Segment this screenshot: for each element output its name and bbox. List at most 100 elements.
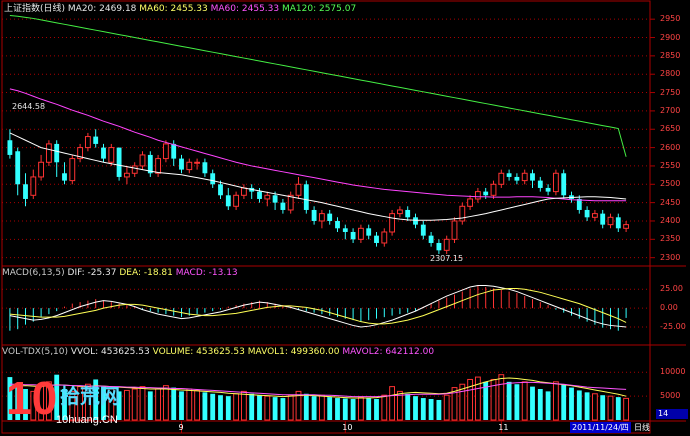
ma60-line xyxy=(9,88,627,202)
candle-body-down xyxy=(413,217,418,225)
candle-body-up xyxy=(287,194,294,211)
macd-name: MACD(6,13,5) xyxy=(2,268,65,278)
volume-bar-up xyxy=(69,390,76,421)
mavol2-line xyxy=(9,381,627,398)
macd-y-tick-label: 0.00 xyxy=(660,303,678,313)
candle-body-down xyxy=(615,217,621,229)
dif-line xyxy=(9,285,627,328)
candle-body-down xyxy=(514,176,520,181)
volume-bar-down xyxy=(420,398,426,420)
candle-body-down xyxy=(303,184,309,210)
candle-body-down xyxy=(576,198,582,210)
volume-bar-down xyxy=(600,395,606,420)
candle-body-down xyxy=(530,173,535,181)
volume-bar-up xyxy=(467,378,474,421)
main-y-tick-label: 2350 xyxy=(660,234,681,244)
volume-bar-down xyxy=(280,398,286,420)
volume-bar-down xyxy=(7,377,13,420)
candle-body-up xyxy=(459,205,466,222)
main-y-tick-label: 2400 xyxy=(660,215,681,225)
candle-body-down xyxy=(280,202,286,210)
volume-bar-down xyxy=(257,395,262,420)
candle-body-up xyxy=(490,183,497,196)
volume-bar-down xyxy=(374,399,379,420)
volume-bar-up xyxy=(123,389,130,421)
candle-body-up xyxy=(233,194,240,207)
main-y-tick-label: 2750 xyxy=(660,87,681,97)
volume-bar-up xyxy=(389,386,396,421)
volume-bar-up xyxy=(131,388,138,421)
candle-body-down xyxy=(342,228,348,232)
main-y-tick-label: 2450 xyxy=(660,197,681,207)
candle-body-up xyxy=(77,147,84,160)
volume-bar-down xyxy=(436,399,442,420)
candle-body-down xyxy=(584,209,590,218)
ma60-value: MA60: 2455.33 xyxy=(139,4,208,14)
volume-bar-up xyxy=(552,381,559,421)
candle-body-up xyxy=(396,209,403,215)
candle-body-down xyxy=(537,180,543,188)
period-label: 日线 xyxy=(634,423,650,432)
vol-y-tick-label: 10000 xyxy=(660,367,686,377)
candle-body-down xyxy=(23,184,28,199)
volume-bar-down xyxy=(225,396,231,420)
candle-body-up xyxy=(84,136,91,149)
volume-bar-up xyxy=(591,393,598,421)
candle-body-down xyxy=(483,191,489,196)
outer-frame xyxy=(1,0,651,434)
candle-body-down xyxy=(335,220,340,229)
candle-body-up xyxy=(123,172,130,178)
candle-body-up xyxy=(474,191,481,200)
candle-body-up xyxy=(357,227,364,240)
main-y-tick-label: 2800 xyxy=(660,69,681,79)
main-y-tick-label: 2850 xyxy=(660,50,681,60)
volume-bar-down xyxy=(249,393,255,420)
macd-y-tick-label: -25.00 xyxy=(660,321,686,331)
volume-bar-down xyxy=(202,392,208,420)
ma120-value: MA120: 2575.07 xyxy=(281,4,357,14)
volume-bar-up xyxy=(623,397,630,421)
candle-body-down xyxy=(116,147,122,177)
candle-body-down xyxy=(420,224,426,236)
volume-bar-down xyxy=(272,397,278,420)
volume-bar-up xyxy=(607,395,614,421)
candle-body-down xyxy=(101,147,106,159)
candle-body-up xyxy=(155,158,162,174)
candle-body-up xyxy=(381,231,388,244)
volume-bar-down xyxy=(428,399,434,420)
candle-body-up xyxy=(623,224,630,229)
count-badge: 14 xyxy=(656,409,688,419)
volume-bar-down xyxy=(584,392,590,420)
ma20-line xyxy=(9,132,627,221)
index-name: 上证指数(日线) xyxy=(4,4,66,14)
macd-header: MACD(6,13,5) DIF: -25.37 DEA: -18.81 MAC… xyxy=(2,268,238,278)
candle-body-up xyxy=(498,172,505,185)
ma20-value: MA20: 2469.18 xyxy=(67,4,137,14)
candle-body-up xyxy=(451,220,458,240)
volume-bar-up xyxy=(162,385,169,421)
volume-bar-up xyxy=(139,386,146,421)
volume-bar-up xyxy=(194,389,201,421)
volume-bar-up xyxy=(443,394,450,421)
volume-bar-down xyxy=(116,391,122,420)
candle-body-down xyxy=(62,173,67,181)
x-tick-label: 9 xyxy=(178,423,184,432)
x-tick-label: 10 xyxy=(342,423,353,432)
volume-bar-down xyxy=(537,389,543,420)
cursor-date: 2011/11/24/四 xyxy=(570,422,631,433)
volume-bar-down xyxy=(569,387,574,420)
candle-body-up xyxy=(521,172,528,182)
candle-body-down xyxy=(350,231,356,240)
volume-bar-down xyxy=(23,389,28,420)
watermark-logo: 10 拾荒网 10huang.CN xyxy=(2,374,130,434)
candle-body-down xyxy=(54,143,60,163)
volume-bar-up xyxy=(108,388,115,421)
volume-bar-up xyxy=(287,394,294,421)
candle-body-down xyxy=(257,191,262,199)
dea-line xyxy=(9,288,627,325)
volume-bar-down xyxy=(506,381,512,420)
volume-bar-up xyxy=(318,394,325,421)
main-y-tick-label: 2600 xyxy=(660,142,681,152)
dea-value: DEA: -18.81 xyxy=(119,268,173,278)
candle-body-down xyxy=(428,235,434,243)
